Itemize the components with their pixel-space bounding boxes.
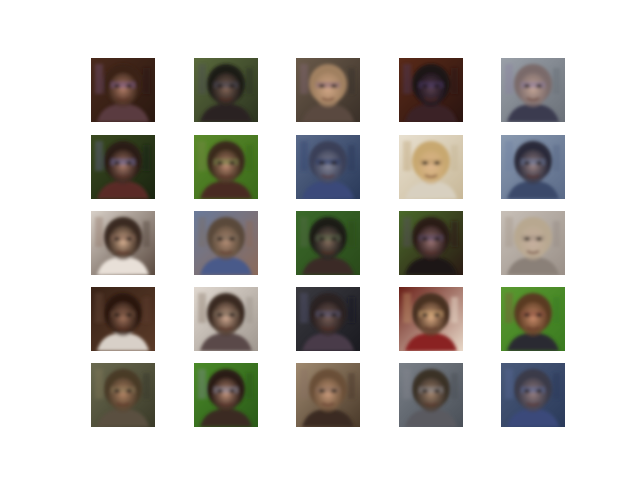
face-image	[501, 58, 565, 122]
face-image	[91, 363, 155, 427]
face-thumbnail-r3-c4	[399, 211, 463, 275]
face-thumbnail-r4-c1	[91, 287, 155, 351]
face-thumbnail-r2-c4	[399, 135, 463, 199]
face-image	[194, 211, 258, 275]
face-image	[194, 58, 258, 122]
face-image	[296, 363, 360, 427]
face-image	[501, 211, 565, 275]
face-thumbnail-r4-c5	[501, 287, 565, 351]
face-image	[399, 58, 463, 122]
face-thumbnail-r2-c1	[91, 135, 155, 199]
face-image	[91, 211, 155, 275]
face-image	[296, 287, 360, 351]
face-thumbnail-r2-c3	[296, 135, 360, 199]
face-thumbnail-r1-c2	[194, 58, 258, 122]
face-image	[91, 58, 155, 122]
face-image	[296, 135, 360, 199]
face-thumbnail-r3-c3	[296, 211, 360, 275]
face-image	[501, 363, 565, 427]
face-thumbnail-r3-c5	[501, 211, 565, 275]
face-thumbnail-r3-c2	[194, 211, 258, 275]
face-thumbnail-r5-c4	[399, 363, 463, 427]
face-image	[91, 135, 155, 199]
face-thumbnail-r4-c2	[194, 287, 258, 351]
face-image	[399, 135, 463, 199]
face-thumbnail-r1-c4	[399, 58, 463, 122]
face-image	[399, 363, 463, 427]
face-image	[91, 287, 155, 351]
face-thumbnail-r4-c3	[296, 287, 360, 351]
face-image	[296, 58, 360, 122]
face-thumbnail-r5-c1	[91, 363, 155, 427]
face-thumbnail-r5-c5	[501, 363, 565, 427]
face-image	[194, 363, 258, 427]
face-thumbnail-r2-c5	[501, 135, 565, 199]
face-thumbnail-r5-c3	[296, 363, 360, 427]
face-thumbnail-r1-c1	[91, 58, 155, 122]
face-thumbnail-r4-c4	[399, 287, 463, 351]
face-image	[399, 287, 463, 351]
face-thumbnail-r1-c5	[501, 58, 565, 122]
face-image	[399, 211, 463, 275]
face-thumbnail-r5-c2	[194, 363, 258, 427]
face-image	[194, 287, 258, 351]
face-image	[296, 211, 360, 275]
face-thumbnail-r3-c1	[91, 211, 155, 275]
face-image	[501, 135, 565, 199]
face-thumbnail-r1-c3	[296, 58, 360, 122]
face-image	[501, 287, 565, 351]
face-thumbnail-r2-c2	[194, 135, 258, 199]
face-image	[194, 135, 258, 199]
